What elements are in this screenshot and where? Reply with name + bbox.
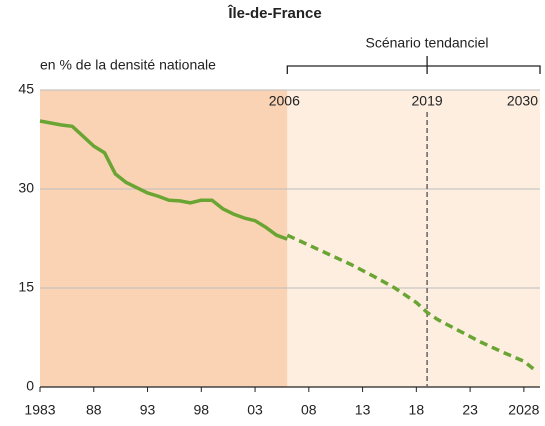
y-tick-label: 30	[18, 180, 34, 196]
series-line	[39, 119, 288, 241]
history-shade	[40, 90, 288, 387]
scenario-bracket	[286, 56, 541, 74]
x-tick-label: 23	[462, 402, 478, 418]
series-line	[286, 233, 536, 372]
marker-label: 2030	[507, 93, 538, 109]
x-tick-label: 1983	[24, 402, 55, 418]
projection-shade	[287, 90, 540, 387]
y-tick-label: 0	[26, 378, 34, 394]
chart-title: Île-de-France	[227, 4, 321, 22]
x-tick-label: 98	[194, 402, 210, 418]
y-tick-label: 15	[18, 279, 34, 295]
x-tick-label: 88	[86, 402, 102, 418]
x-tick-label: 03	[247, 402, 263, 418]
x-tick-label: 08	[301, 402, 317, 418]
x-tick-label: 2028	[508, 402, 539, 418]
x-tick-label: 93	[140, 402, 156, 418]
y-tick-label: 45	[18, 81, 34, 97]
marker-label: 2019	[412, 93, 443, 109]
x-tick-label: 18	[409, 402, 425, 418]
subtitle: en % de la densité nationale	[40, 57, 216, 73]
scenario-label: Scénario tendanciel	[366, 35, 489, 51]
x-tick-label: 13	[355, 402, 371, 418]
marker-label: 2006	[269, 93, 300, 109]
